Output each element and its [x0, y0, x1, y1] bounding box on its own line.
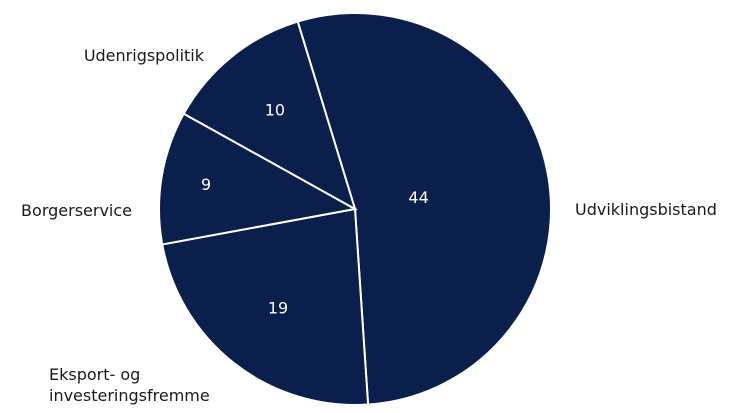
value-label-udenrigspolitik: 10 — [265, 100, 285, 119]
category-label-borgerservice: Borgerservice — [21, 201, 132, 220]
pie-category-labels: Udviklingsbistand Eksport- og investerings… — [21, 46, 717, 405]
pie-slice-borgerservice — [158, 112, 358, 246]
pie-slice-eksport-og-investeringsfremme — [161, 207, 370, 406]
value-label-udviklingsbistand: 44 — [408, 188, 428, 207]
pie-value-labels: 44 19 9 10 — [201, 100, 429, 317]
pie-slice-udviklingsbistand — [296, 11, 552, 406]
pie-slice-udenrigspolitik — [182, 20, 357, 212]
category-label-udviklingsbistand: Udviklingsbistand — [575, 200, 717, 219]
value-label-eksport-og-investeringsfremme: 19 — [268, 299, 288, 318]
value-label-borgerservice: 9 — [201, 175, 211, 194]
category-label-udenrigspolitik: Udenrigspolitik — [84, 46, 205, 65]
category-label-eksport-og-investeringsfremme: Eksport- og investeringsfremme — [49, 365, 210, 405]
pie-slices — [158, 11, 552, 406]
